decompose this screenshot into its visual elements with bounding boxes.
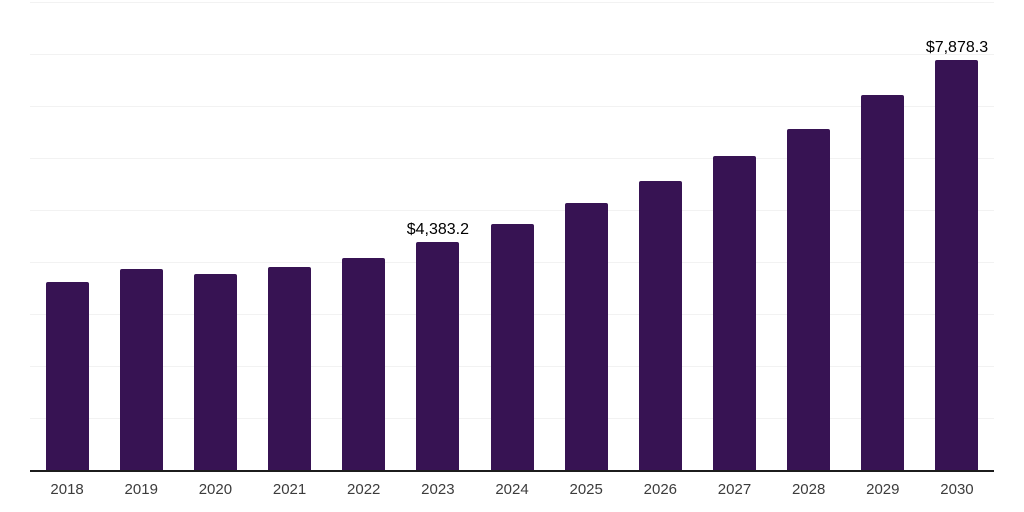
x-axis-tick-2023: 2023 xyxy=(421,481,455,498)
bar-slot-2029 xyxy=(846,2,920,470)
x-axis-tick-2021: 2021 xyxy=(272,481,307,498)
bar-slot-2019 xyxy=(104,2,178,470)
bar-2030: $7,878.3 xyxy=(926,40,988,470)
bar-slot-2024 xyxy=(475,2,549,470)
x-axis-tick-2025: 2025 xyxy=(569,481,603,498)
x-axis-tick-2028: 2028 xyxy=(791,481,826,498)
gridline xyxy=(30,2,994,3)
bar-2024 xyxy=(490,224,534,470)
bar-slot-2028 xyxy=(772,2,846,470)
gridline xyxy=(30,106,994,107)
bar-slot-2027 xyxy=(697,2,771,470)
bar-slot-2023: $4,383.2 xyxy=(401,2,475,470)
bar-slots: $4,383.2 $7,878.3 xyxy=(30,2,994,470)
gridline xyxy=(30,54,994,55)
bar-slot-2022 xyxy=(327,2,401,470)
x-axis-labels: 2018 2019 2020 2021 2022 2023 2024 2025 2026 2027… xyxy=(30,480,994,500)
x-axis-tick-2029: 2029 xyxy=(866,481,900,498)
x-axis-tick-2018: 2018 xyxy=(50,481,84,498)
gridline xyxy=(30,157,994,159)
bar-slot-2021 xyxy=(252,2,326,470)
bar-2020 xyxy=(193,273,237,470)
x-axis-tick-2020: 2020 xyxy=(198,481,233,498)
bar-slot-2030: $7,878.3 xyxy=(920,2,994,470)
x-axis-tick-2027: 2027 xyxy=(717,481,752,498)
bar-2026 xyxy=(638,180,682,470)
bar-slot-2020 xyxy=(178,2,252,470)
bar-2029 xyxy=(861,94,905,470)
bar-2028 xyxy=(787,128,831,470)
x-axis-tick-2030: 2030 xyxy=(940,481,974,498)
bar-2025 xyxy=(564,203,608,470)
x-axis-tick-2022: 2022 xyxy=(347,481,381,498)
x-axis-tick-2026: 2026 xyxy=(643,481,678,498)
plot-area: $4,383.2 $7,878.3 xyxy=(30,2,994,472)
bar-value-label-2023: $4,383.2 xyxy=(406,221,469,239)
bar-2019 xyxy=(119,269,163,470)
bar-slot-2025 xyxy=(549,2,623,470)
bar-2023: $4,383.2 xyxy=(407,222,469,470)
x-axis-tick-2024: 2024 xyxy=(495,481,529,498)
bar-2027 xyxy=(712,155,756,470)
bar-2018 xyxy=(45,282,89,470)
x-axis-tick-2019: 2019 xyxy=(124,481,158,498)
gridline xyxy=(30,210,994,211)
bar-2022 xyxy=(342,258,386,470)
bar-slot-2018 xyxy=(30,2,104,470)
bar-slot-2026 xyxy=(623,2,697,470)
bar-value-label-2030: $7,878.3 xyxy=(925,39,989,57)
bar-2021 xyxy=(268,266,312,470)
